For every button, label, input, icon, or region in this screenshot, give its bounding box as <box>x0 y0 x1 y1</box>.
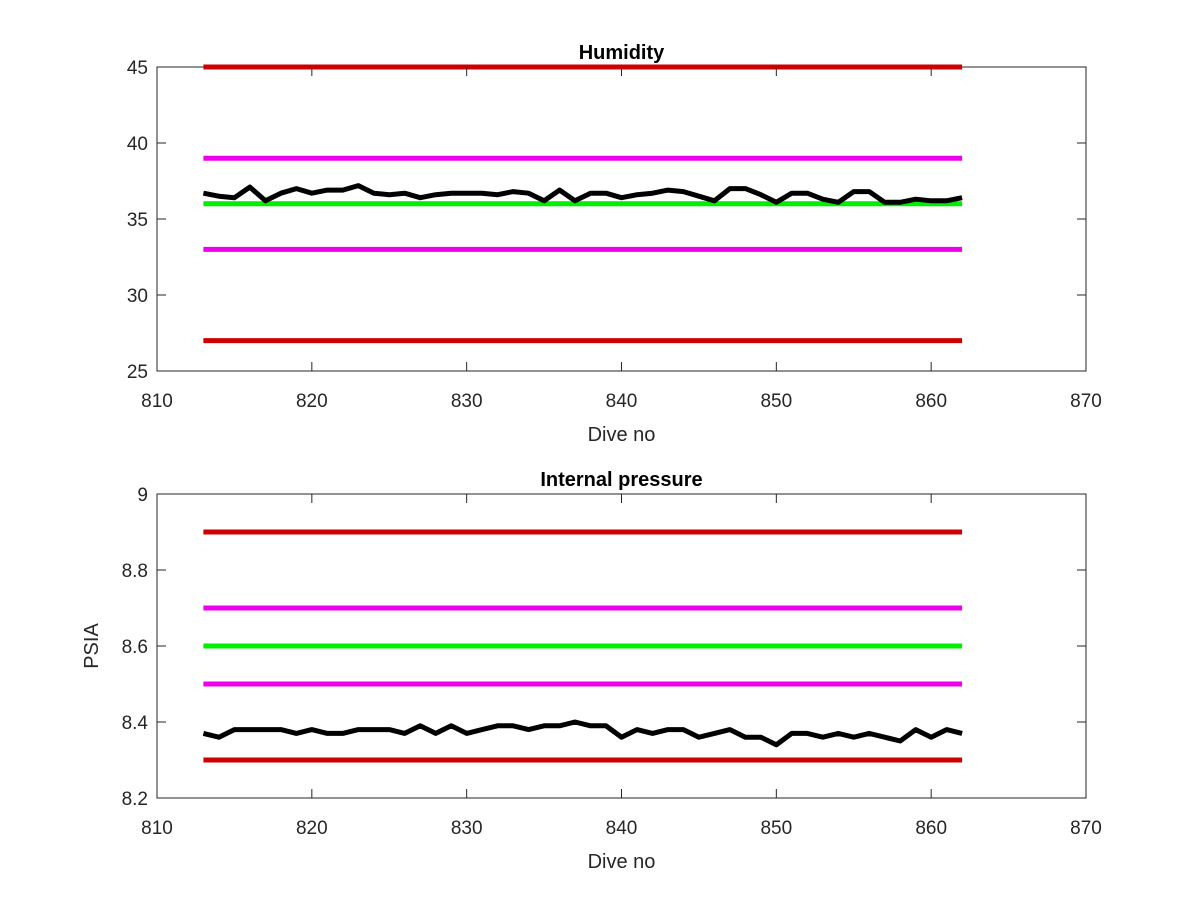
x-tick-label-0-1: 820 <box>296 391 328 412</box>
chart-title-1: Internal pressure <box>540 469 702 491</box>
y-tick-label-1-0: 8.2 <box>122 789 148 810</box>
y-tick-label-0-4: 45 <box>127 58 148 79</box>
x-tick-label-1-6: 870 <box>1070 818 1102 839</box>
y-tick-label-1-4: 9 <box>137 485 148 506</box>
x-tick-label-1-1: 820 <box>296 818 328 839</box>
x-tick-label-1-2: 830 <box>451 818 483 839</box>
series-line-0-5 <box>202 183 963 205</box>
x-axis-label-1: Dive no <box>588 851 656 873</box>
chart-title-0: Humidity <box>579 42 665 64</box>
y-tick-label-0-0: 25 <box>127 362 148 383</box>
y-axis-label-1: PSIA <box>81 623 103 669</box>
x-tick-label-1-0: 810 <box>141 818 173 839</box>
y-tick-label-1-3: 8.8 <box>122 561 148 582</box>
x-tick-label-0-5: 860 <box>915 391 947 412</box>
y-tick-label-1-2: 8.6 <box>122 637 148 658</box>
x-axis-label-0: Dive no <box>588 424 656 446</box>
x-tick-label-0-0: 810 <box>141 391 173 412</box>
y-tick-label-0-1: 30 <box>127 286 148 307</box>
x-tick-label-0-3: 840 <box>606 391 638 412</box>
x-tick-label-0-4: 850 <box>760 391 792 412</box>
x-tick-label-1-3: 840 <box>606 818 638 839</box>
x-tick-label-1-5: 860 <box>915 818 947 839</box>
x-tick-label-1-4: 850 <box>760 818 792 839</box>
y-tick-label-0-2: 35 <box>127 210 148 231</box>
series-line-1-5 <box>202 719 963 748</box>
x-tick-label-0-2: 830 <box>451 391 483 412</box>
axes-box-0 <box>156 66 1087 372</box>
x-tick-label-0-6: 870 <box>1070 391 1102 412</box>
y-tick-label-1-1: 8.4 <box>122 713 149 734</box>
y-tick-label-0-3: 40 <box>127 134 148 155</box>
